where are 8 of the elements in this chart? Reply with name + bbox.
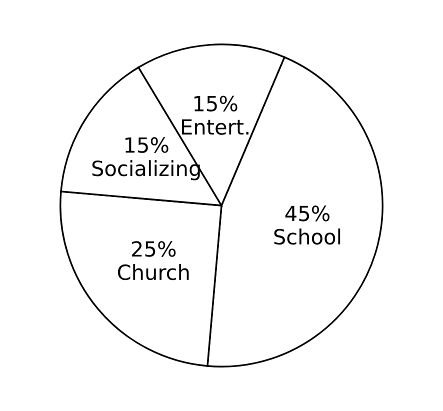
slice-label: Church xyxy=(118,264,189,280)
data-label: 45% xyxy=(285,206,330,222)
data-label: 15% xyxy=(194,96,238,112)
data-label: 25% xyxy=(132,241,176,257)
slice-label: Entert. xyxy=(182,119,248,135)
data-label: 15% xyxy=(125,137,168,153)
slice-label: Socializing xyxy=(92,160,200,180)
slice-label: School xyxy=(274,228,340,245)
